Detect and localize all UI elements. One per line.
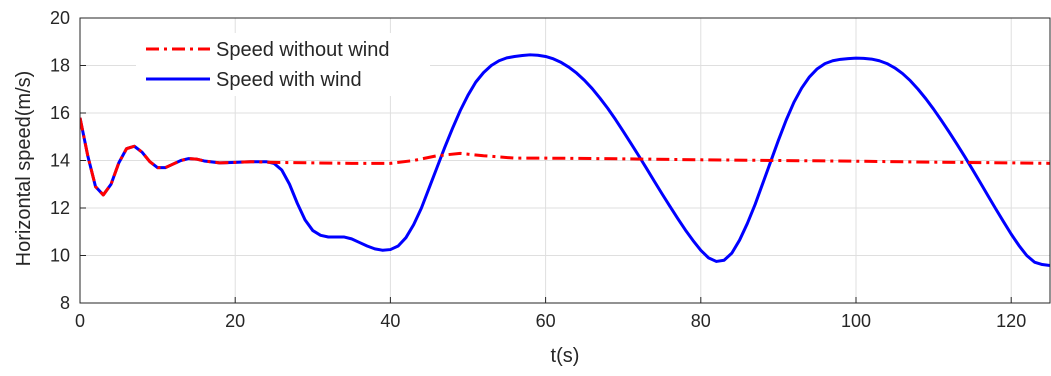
y-tick-label: 12: [50, 198, 70, 218]
x-tick-label: 100: [841, 311, 871, 331]
legend-label-speed-without-wind: Speed without wind: [216, 39, 389, 61]
x-tick-label: 0: [75, 311, 85, 331]
y-tick-label: 14: [50, 151, 70, 171]
x-tick-label: 20: [225, 311, 245, 331]
y-tick-label: 16: [50, 103, 70, 123]
y-tick-label: 18: [50, 56, 70, 76]
y-tick-label: 20: [50, 8, 70, 28]
x-axis-label: t(s): [551, 345, 580, 367]
series-line-speed-with-wind: [80, 53, 1050, 267]
y-tick-label: 10: [50, 246, 70, 266]
y-tick-label: 8: [60, 293, 70, 313]
series-line-speed-without-wind: [80, 117, 1050, 197]
legend-label-speed-with-wind: Speed with wind: [216, 69, 362, 91]
series-layer: [80, 53, 1050, 267]
axis-ticks: 0 20 40 60 80 100 120 8 10 12 14 16 18 20: [50, 8, 1026, 331]
x-tick-label: 80: [691, 311, 711, 331]
legend-box: [136, 33, 430, 96]
y-axis-label: Horizontal speed(m/s): [13, 71, 35, 267]
x-tick-label: 120: [996, 311, 1026, 331]
legend: Speed without wind Speed with wind: [136, 33, 430, 96]
x-tick-label: 40: [380, 311, 400, 331]
x-tick-label: 60: [536, 311, 556, 331]
